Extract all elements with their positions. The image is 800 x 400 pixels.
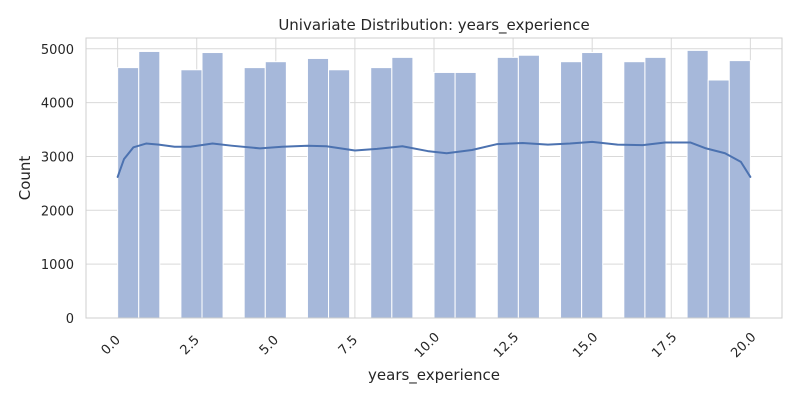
histogram-bar [201,52,224,319]
histogram-bar [496,56,519,319]
histogram-bar [560,61,583,319]
histogram-bar [686,49,709,319]
kde-line [116,140,752,178]
histogram-bar [306,57,330,319]
y-tick-label: 4000 [41,97,74,112]
histogram-bar [433,71,456,319]
y-tick-label: 5000 [41,43,74,58]
x-tick-label: 17.5 [649,330,680,361]
y-ticks-layer: 0 1000 2000 3000 4000 5000 [41,43,74,327]
histogram-bar [391,56,414,319]
histogram-bar [370,67,393,319]
histogram-bar [138,50,161,319]
histogram-bar [517,54,540,319]
y-tick-label: 0 [66,312,74,327]
x-tick-label: 2.5 [178,333,203,358]
x-tick-label: 7.5 [336,333,361,358]
x-tick-label: 20.0 [728,330,759,361]
histogram-bar [623,61,646,319]
histogram-bar [728,60,751,319]
x-tick-label: 10.0 [412,330,443,361]
histogram-bar [117,67,140,319]
x-axis-label: years_experience [368,366,500,385]
histogram-bar [707,79,730,319]
x-tick-label: 5.0 [257,333,282,358]
x-ticks-layer: 0.0 2.5 5.0 7.5 10.0 12.5 15.0 17.5 20.0 [99,330,760,361]
histogram-bar [264,61,287,319]
histogram-bar [243,67,266,319]
chart-title: Univariate Distribution: years_experienc… [278,16,589,35]
histogram-bar [328,69,351,319]
histogram-bar [180,69,203,319]
bars-layer [117,49,751,319]
y-tick-label: 1000 [41,258,74,273]
x-tick-label: 0.0 [99,333,124,358]
x-tick-label: 12.5 [491,330,522,361]
x-tick-label: 15.0 [570,330,601,361]
y-tick-label: 3000 [41,150,74,165]
plot-frame [85,37,783,319]
y-axis-label: Count [16,156,34,201]
y-tick-label: 2000 [41,204,74,219]
histogram-bar [581,52,604,319]
histogram-bar [454,71,477,319]
histogram-bar [644,56,667,319]
